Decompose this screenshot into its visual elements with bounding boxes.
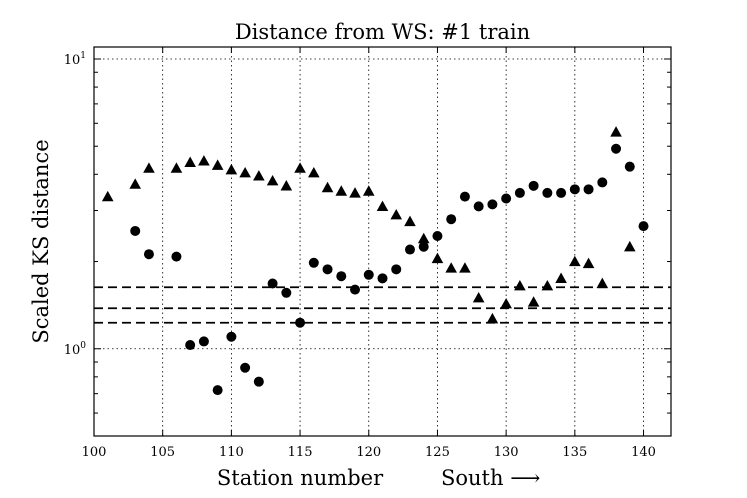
triangle-point <box>459 262 471 273</box>
triangle-point <box>582 257 595 269</box>
triangle-point <box>280 180 293 191</box>
circle-point <box>322 264 333 275</box>
triangle-point <box>211 159 224 170</box>
triangle-point <box>198 155 210 166</box>
circle-point <box>528 180 539 191</box>
circle-point <box>226 331 237 342</box>
triangle-point <box>623 240 636 252</box>
triangle-point <box>321 181 334 193</box>
circle-point <box>377 273 388 284</box>
data-points <box>101 126 649 396</box>
circle-point <box>171 251 182 262</box>
triangle-point <box>445 262 457 273</box>
grid <box>94 47 671 436</box>
circle-point <box>514 187 525 198</box>
plot-frame <box>93 46 672 437</box>
x-tick-label: 125 <box>425 445 450 460</box>
triangle-point <box>170 162 183 173</box>
circle-point <box>295 317 306 328</box>
x-tick-label: 105 <box>150 445 175 460</box>
circle-point <box>336 271 347 282</box>
circle-point <box>446 214 457 225</box>
triangle-point <box>472 291 485 303</box>
triangle-point <box>225 163 238 175</box>
triangle-point <box>294 162 306 173</box>
y-tick-label: 100 <box>64 341 87 358</box>
circle-point <box>185 340 196 351</box>
circle-point <box>404 244 415 255</box>
triangle-point <box>417 232 430 244</box>
triangle-point <box>308 166 320 178</box>
circle-point <box>363 269 374 280</box>
x-tick-label: 100 <box>82 445 107 460</box>
triangle-point <box>569 255 581 267</box>
triangle-point <box>376 200 389 212</box>
triangle-point <box>349 187 361 198</box>
triangle-point <box>555 272 567 283</box>
circle-point <box>432 230 443 241</box>
x-tick-label: 110 <box>219 445 244 460</box>
triangle-point <box>500 297 512 309</box>
x-axis-label: Station number <box>217 466 384 490</box>
triangle-point <box>390 208 403 220</box>
x-tick-label: 140 <box>631 445 656 460</box>
circle-point <box>473 201 484 212</box>
triangle-point <box>596 277 609 289</box>
circle-point <box>583 184 594 195</box>
circle-point <box>253 376 264 387</box>
circle-point <box>391 264 402 275</box>
circle-point <box>611 143 622 154</box>
triangle-point <box>253 170 265 181</box>
triangle-point <box>184 156 196 167</box>
circle-point <box>542 187 553 198</box>
triangle-point <box>143 162 155 173</box>
y-tick-label: 101 <box>64 51 86 68</box>
triangle-point <box>239 166 251 178</box>
x-tick-label: 115 <box>288 445 313 460</box>
circle-point <box>638 221 649 232</box>
circle-point <box>418 241 429 252</box>
triangle-point <box>527 296 540 307</box>
circle-point <box>501 193 512 204</box>
circle-point <box>569 184 580 195</box>
x-tick-label: 135 <box>562 445 587 460</box>
circle-point <box>212 385 223 396</box>
triangle-point <box>129 178 142 189</box>
triangle-point <box>101 190 114 202</box>
triangle-point <box>362 185 375 196</box>
triangle-point <box>335 185 348 196</box>
threshold-lines <box>94 286 671 324</box>
circle-point <box>350 284 361 295</box>
circle-point <box>624 161 635 172</box>
circle-point <box>459 191 470 202</box>
chart-title: Distance from WS: #1 train <box>235 20 530 44</box>
triangle-point <box>404 215 416 227</box>
x-axis-direction-note: South ⟶ <box>441 466 540 490</box>
triangle-point <box>431 252 444 264</box>
triangle-point <box>486 312 499 324</box>
circle-point <box>597 177 608 188</box>
triangle-point <box>514 279 526 291</box>
circle-point <box>308 257 319 268</box>
circle-point <box>487 199 498 210</box>
circle-point <box>198 336 209 347</box>
circle-point <box>143 249 154 260</box>
circle-point <box>240 362 251 373</box>
x-tick-label: 120 <box>356 445 381 460</box>
x-tick-label: 130 <box>494 445 519 460</box>
circle-point <box>281 287 292 298</box>
circle-point <box>556 187 567 198</box>
axis-ticks: 100 105 110 115 120 125 130 135 140 101 100 <box>64 47 671 460</box>
triangle-point <box>541 279 554 291</box>
circle-point <box>130 225 141 236</box>
triangle-point <box>610 126 622 137</box>
circle-point <box>267 278 278 289</box>
triangle-point <box>266 174 279 186</box>
y-axis-label: Scaled KS distance <box>29 139 53 343</box>
